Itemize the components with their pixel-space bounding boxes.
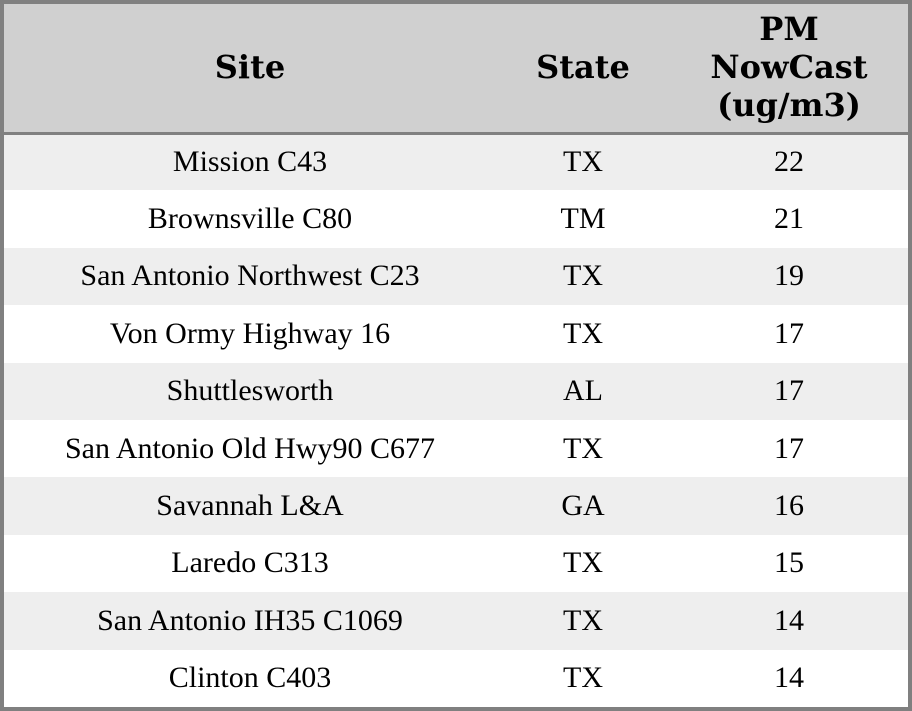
table-row: Clinton C403 TX 14 bbox=[4, 649, 908, 707]
pm-nowcast-table: Site State PM NowCast (ug/m3) Mission C4… bbox=[4, 4, 908, 707]
site-cell: Laredo C313 bbox=[171, 546, 329, 580]
site-cell: San Antonio Northwest C23 bbox=[80, 259, 420, 293]
site-cell: Von Ormy Highway 16 bbox=[109, 316, 391, 350]
site-cell: Clinton C403 bbox=[168, 661, 332, 695]
state-cell: TX bbox=[563, 661, 603, 695]
state-cell: TX bbox=[563, 316, 603, 350]
table-body: Mission C43 TX 22 Brownsville C80 TM 21 … bbox=[4, 133, 908, 707]
state-cell: TM bbox=[560, 202, 606, 236]
table-header: Site State PM NowCast (ug/m3) bbox=[4, 4, 908, 135]
pm-nowcast-cell: 21 bbox=[774, 202, 804, 236]
state-cell: TX bbox=[563, 431, 603, 465]
table-row: Shuttlesworth AL 17 bbox=[4, 362, 908, 420]
table-row: San Antonio Old Hwy90 C677 TX 17 bbox=[4, 419, 908, 478]
state-cell: TX bbox=[563, 145, 603, 179]
pm-nowcast-cell: 22 bbox=[774, 145, 804, 179]
state-cell: AL bbox=[563, 374, 603, 408]
pm-nowcast-cell: 17 bbox=[774, 431, 804, 465]
state-cell: GA bbox=[561, 489, 605, 523]
pm-nowcast-cell: 15 bbox=[774, 546, 804, 580]
column-header-pm-nowcast: PM NowCast (ug/m3) bbox=[670, 4, 908, 135]
column-header-site: Site bbox=[4, 4, 496, 135]
pm-nowcast-cell: 14 bbox=[774, 603, 804, 637]
site-cell: Mission C43 bbox=[172, 145, 328, 179]
pm-nowcast-cell: 16 bbox=[774, 489, 804, 523]
column-header-state: State bbox=[496, 4, 670, 135]
table-row: San Antonio IH35 C1069 TX 14 bbox=[4, 592, 908, 650]
state-cell: TX bbox=[563, 546, 603, 580]
site-cell: San Antonio Old Hwy90 C677 bbox=[64, 431, 436, 465]
pm-nowcast-cell: 17 bbox=[774, 316, 804, 350]
table-row: Brownsville C80 TM 21 bbox=[4, 190, 908, 248]
table-row: Mission C43 TX 22 bbox=[4, 133, 908, 191]
pm-nowcast-cell: 19 bbox=[774, 259, 804, 293]
table-row: Savannah L&A GA 16 bbox=[4, 477, 908, 535]
site-cell: San Antonio IH35 C1069 bbox=[97, 603, 403, 637]
site-cell: Savannah L&A bbox=[156, 489, 344, 523]
table-row: San Antonio Northwest C23 TX 19 bbox=[4, 247, 908, 306]
pm-nowcast-cell: 17 bbox=[774, 374, 804, 408]
header-row: Site State PM NowCast (ug/m3) bbox=[4, 4, 908, 135]
site-cell: Shuttlesworth bbox=[166, 374, 334, 408]
table-row: Von Ormy Highway 16 TX 17 bbox=[4, 305, 908, 363]
site-cell: Brownsville C80 bbox=[147, 202, 353, 236]
state-cell: TX bbox=[563, 603, 603, 637]
state-cell: TX bbox=[563, 259, 603, 293]
table-row: Laredo C313 TX 15 bbox=[4, 534, 908, 593]
pm-nowcast-cell: 14 bbox=[774, 661, 804, 695]
